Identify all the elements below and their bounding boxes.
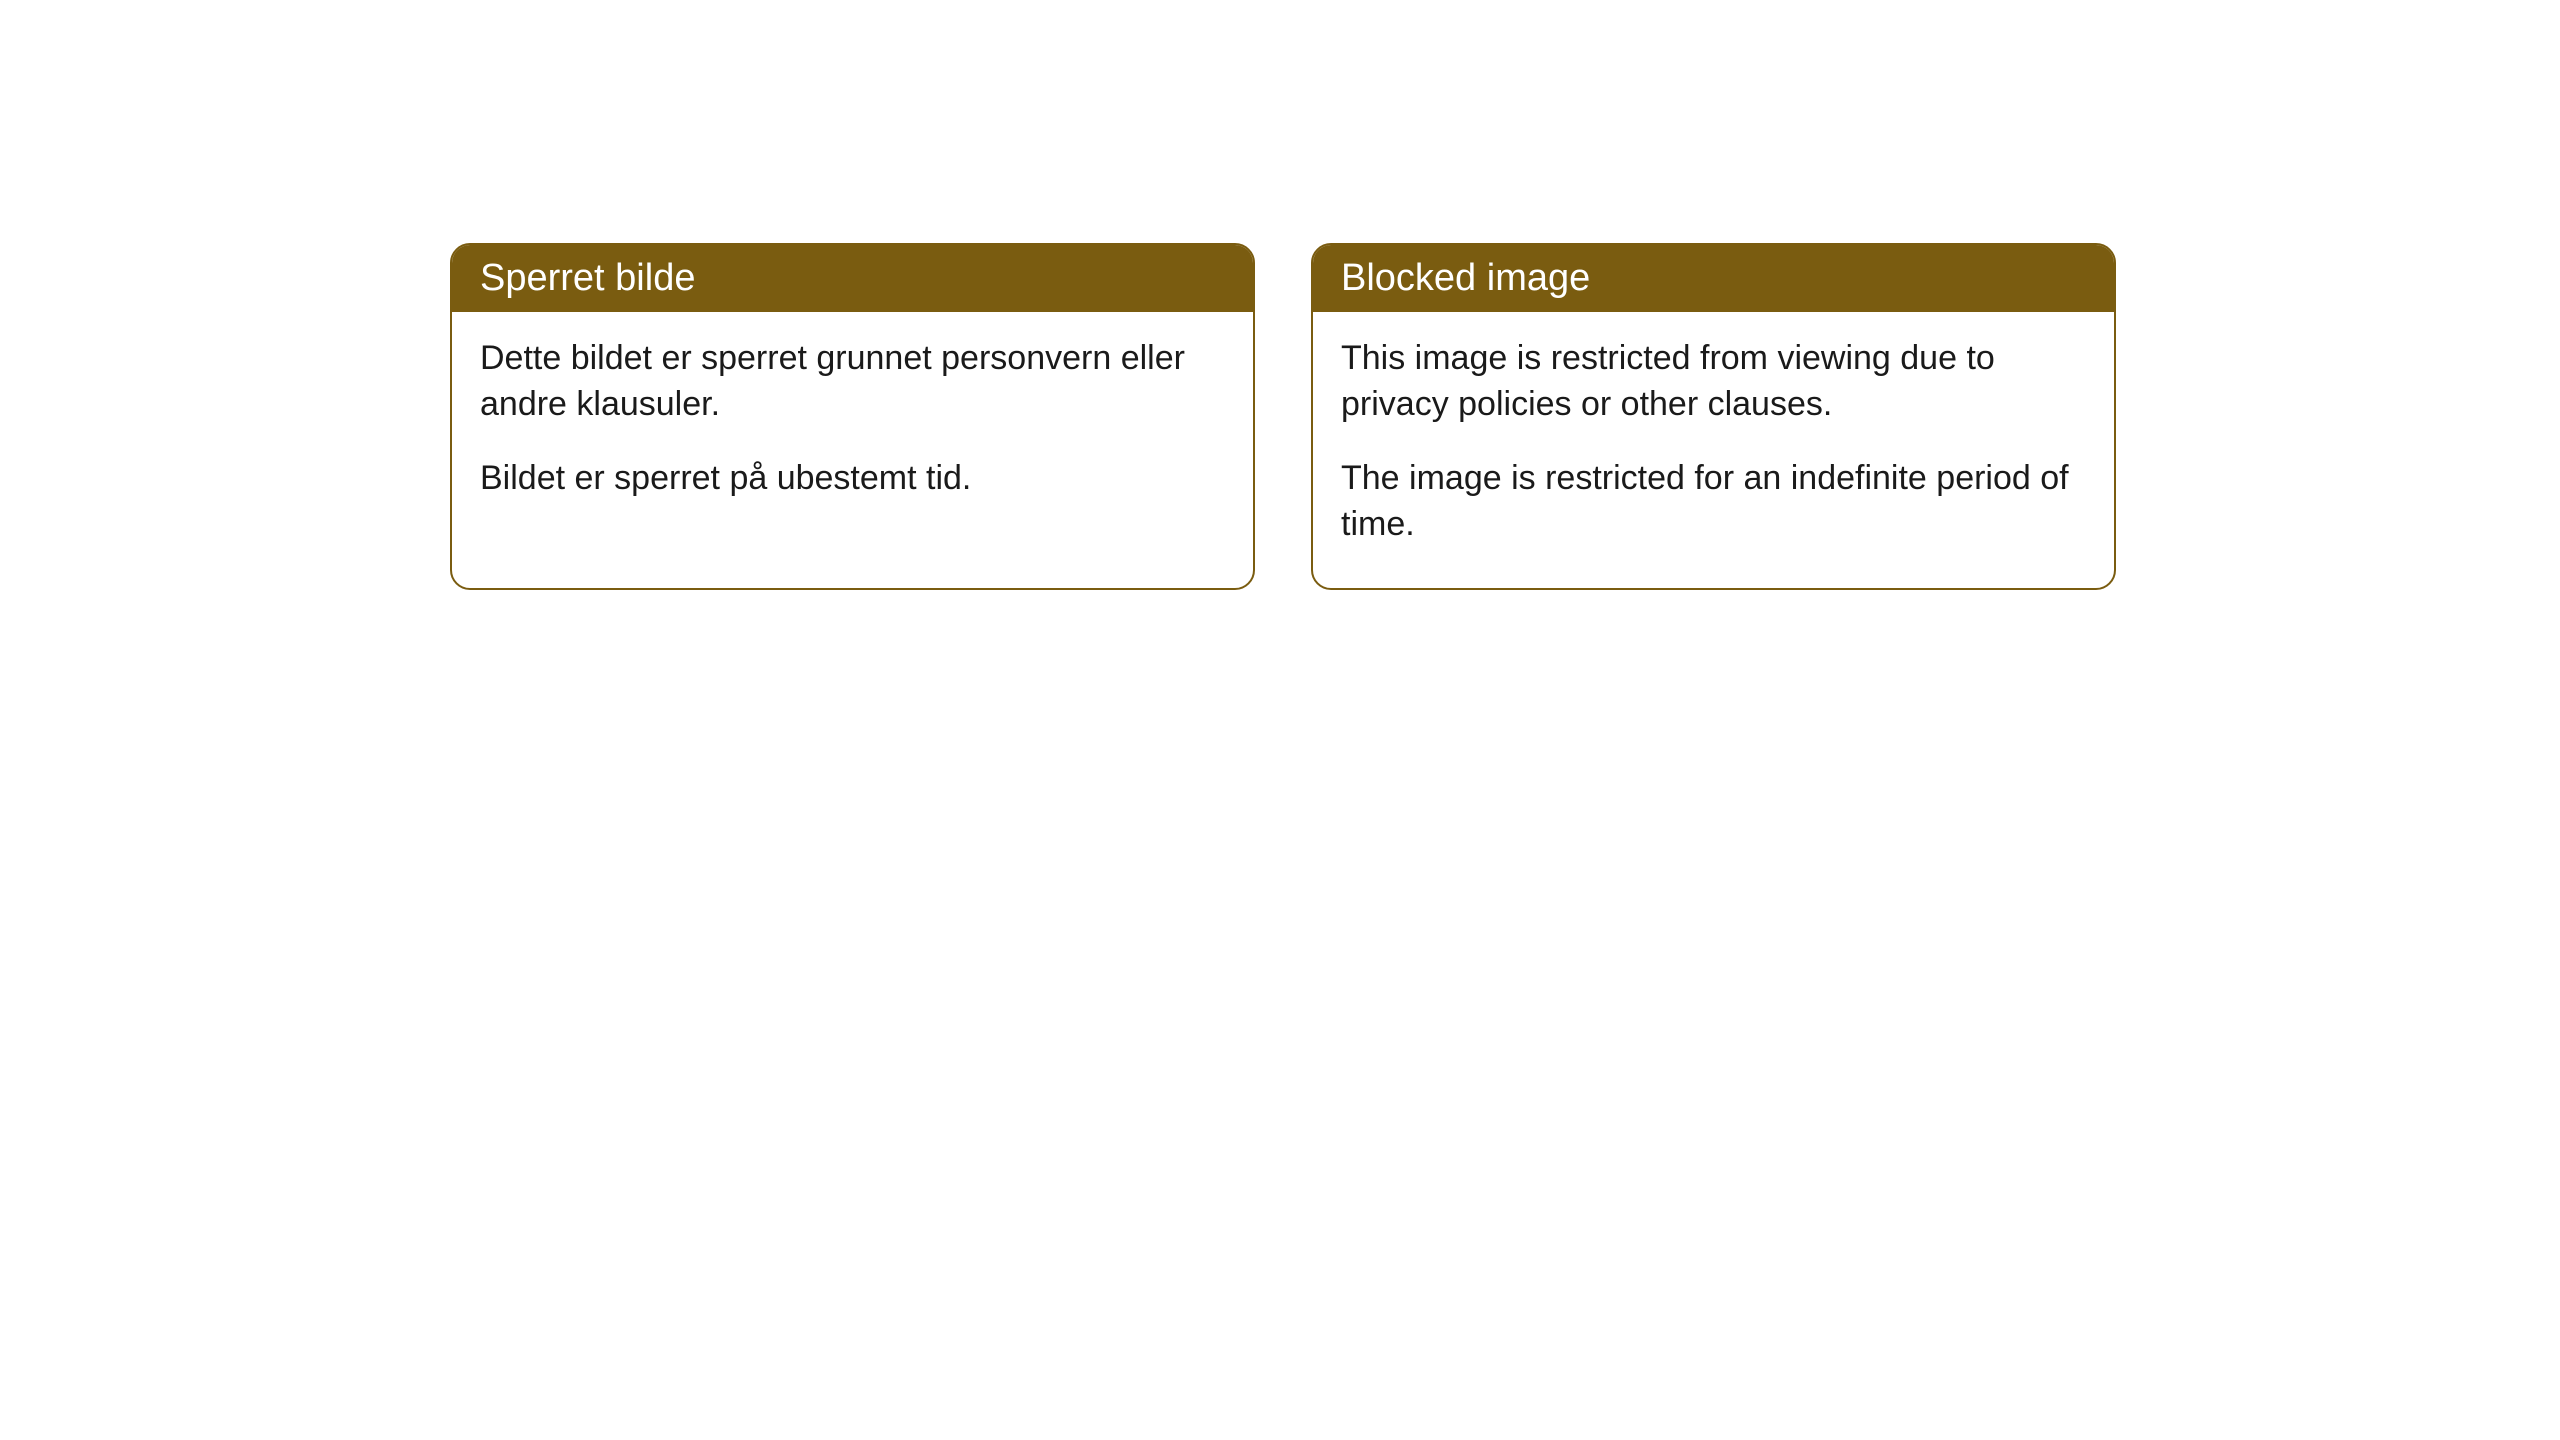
card-title-english: Blocked image (1341, 257, 1590, 299)
card-header-english: Blocked image (1313, 245, 2114, 312)
card-paragraph2-english: The image is restricted for an indefinit… (1341, 456, 2086, 548)
card-body-english: This image is restricted from viewing du… (1313, 312, 2114, 588)
card-english: Blocked image This image is restricted f… (1311, 243, 2116, 590)
card-title-norwegian: Sperret bilde (480, 257, 695, 299)
cards-container: Sperret bilde Dette bildet er sperret gr… (450, 243, 2116, 590)
card-paragraph1-norwegian: Dette bildet er sperret grunnet personve… (480, 336, 1225, 428)
card-paragraph2-norwegian: Bildet er sperret på ubestemt tid. (480, 456, 1225, 502)
card-norwegian: Sperret bilde Dette bildet er sperret gr… (450, 243, 1255, 590)
card-body-norwegian: Dette bildet er sperret grunnet personve… (452, 312, 1253, 542)
card-header-norwegian: Sperret bilde (452, 245, 1253, 312)
card-paragraph1-english: This image is restricted from viewing du… (1341, 336, 2086, 428)
